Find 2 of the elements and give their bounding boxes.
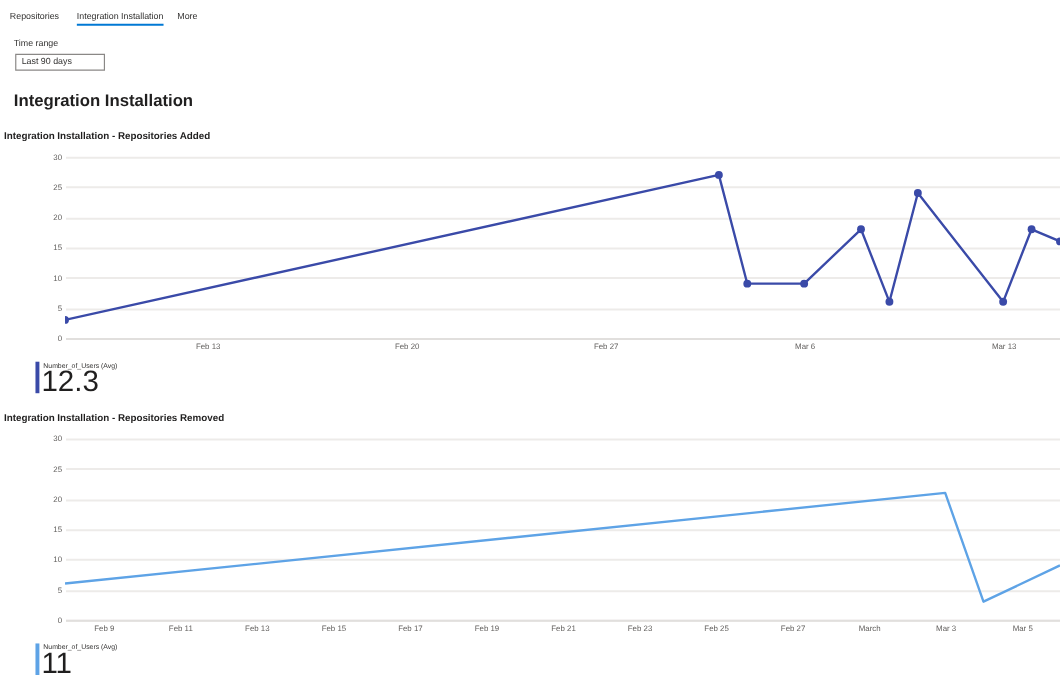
text: 11 bbox=[41, 649, 73, 678]
text: Integration Installation bbox=[13, 89, 194, 110]
